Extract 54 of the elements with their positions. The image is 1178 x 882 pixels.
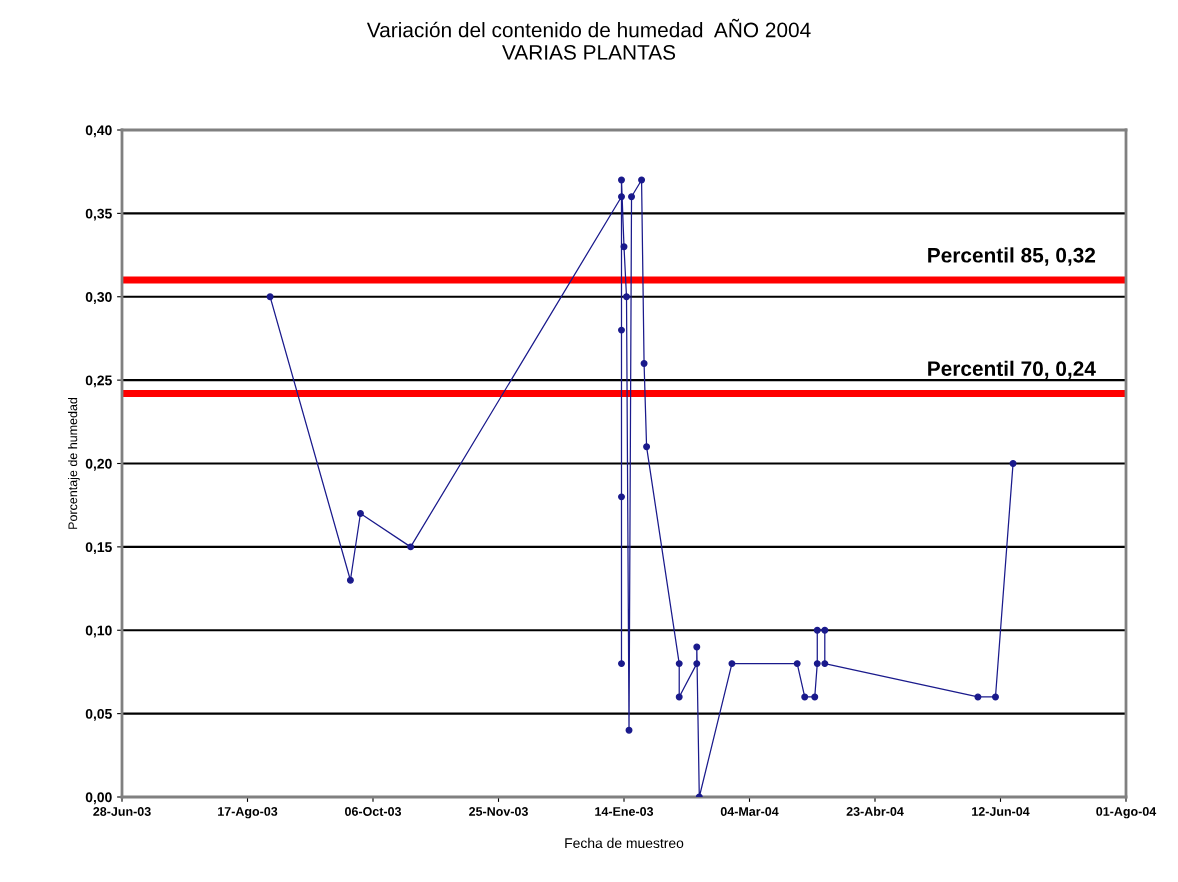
point (618, 326, 625, 334)
y-tick-label: 0,00 (85, 792, 112, 805)
y-tick-label: 0,10 (85, 625, 112, 638)
point (407, 543, 415, 551)
point (813, 626, 821, 634)
y-tick-label: 0,15 (85, 542, 112, 555)
point (618, 176, 625, 184)
point (618, 193, 625, 201)
x-tick-label: 23-Abr-04 (846, 806, 904, 816)
y-tick-label: 0,40 (85, 125, 112, 138)
point (801, 693, 809, 701)
point (1009, 460, 1017, 467)
ref-line-label: Percentil 70, 0,24 (928, 360, 1096, 380)
point (618, 660, 625, 668)
point (628, 193, 636, 201)
x-tick-label: 01-Ago-04 (1096, 807, 1157, 819)
ref-line-label: Percentil 85, 0,32 (928, 247, 1096, 266)
x-tick-label: 12-Jun-04 (972, 807, 1030, 816)
point (625, 726, 633, 734)
point (675, 693, 683, 701)
point (675, 660, 683, 668)
point (643, 443, 651, 451)
point (821, 626, 829, 634)
point (728, 660, 736, 668)
y-axis-title: Porcentaje de humedad (68, 397, 80, 529)
point (640, 359, 648, 367)
y-tick-label: 0,30 (85, 292, 112, 304)
point (793, 660, 801, 668)
point (693, 643, 701, 651)
x-tick-label: 17-Ago-03 (218, 807, 278, 819)
point (813, 660, 821, 668)
y-tick-label: 0,25 (85, 375, 112, 388)
point (356, 510, 364, 517)
point (346, 576, 354, 584)
y-tick-label: 0,05 (85, 708, 112, 721)
point (811, 693, 819, 701)
point (821, 660, 829, 668)
y-tick-label: 0,20 (85, 458, 112, 471)
point (618, 493, 625, 501)
x-axis-title: Fecha de muestreo (565, 837, 684, 849)
x-tick-label: 28-Jun-03 (93, 807, 151, 816)
point (620, 243, 628, 251)
point (693, 660, 701, 668)
x-tick-label: 25-Nov-03 (469, 807, 528, 816)
chart-title: Variación del contenido de humedad AÑO 2004 VARIAS PLANTAS (366, 18, 811, 60)
point (266, 293, 274, 301)
point (974, 693, 982, 701)
point (623, 293, 630, 301)
x-tick-label: 14-Ene-03 (595, 807, 654, 816)
x-tick-label: 04-Mar-04 (720, 807, 779, 816)
x-tick-label: 06-Oct-03 (345, 807, 402, 816)
point (638, 176, 646, 184)
y-tick-label: 0,35 (85, 208, 112, 221)
point (992, 693, 999, 701)
